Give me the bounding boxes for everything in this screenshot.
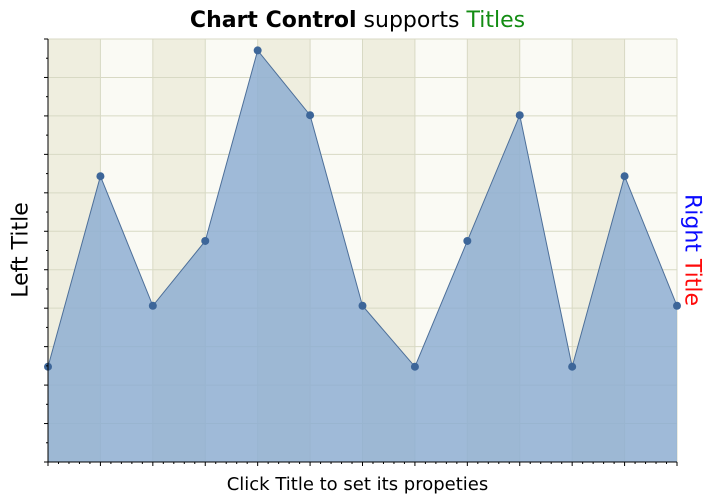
data-point-7 [410,362,419,371]
series-area [48,50,677,462]
right-title[interactable]: Right Title [680,194,705,306]
chart-title[interactable]: Chart Control supports Titles [0,6,715,36]
chart-title-part3[interactable]: Titles [466,8,526,33]
data-point-11 [620,172,629,181]
data-point-3 [201,236,210,245]
data-point-5 [306,111,315,120]
data-point-2 [148,301,157,310]
data-point-6 [358,301,367,310]
data-point-9 [515,111,524,120]
chart-title-part2[interactable]: supports [356,8,467,33]
axes [44,38,678,466]
data-point-8 [463,236,472,245]
data-point-1 [96,172,105,181]
series-markers [44,46,681,371]
data-point-4 [253,46,262,55]
data-point-12 [673,301,681,310]
bottom-title[interactable]: Click Title to set its propeties [226,474,489,495]
data-point-10 [568,362,577,371]
right-title-word2[interactable]: Title [679,258,705,307]
left-title[interactable]: Left Title [8,202,34,298]
right-title-word1[interactable]: Right [679,193,705,252]
chart-title-part1[interactable]: Chart Control [189,8,357,33]
